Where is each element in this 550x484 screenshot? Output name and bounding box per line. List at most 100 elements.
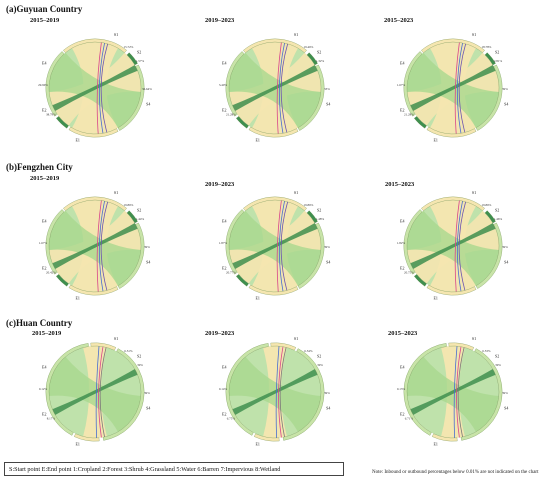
transfer-line — [95, 346, 100, 438]
node-label-e1: E1 — [433, 441, 437, 446]
transfer-line — [100, 201, 109, 291]
ring-segment — [45, 209, 65, 275]
legend-text: S:Start point E:End point 1:Cropland 2:F… — [9, 465, 281, 473]
ring-segment — [248, 284, 299, 296]
transfer-line — [280, 201, 289, 291]
ring-segment — [248, 126, 299, 138]
percentage-label: 2.81% — [494, 59, 503, 63]
node-label-s2: S2 — [317, 50, 321, 55]
transfer-line — [98, 346, 104, 438]
percentage-label: 1.48% — [316, 217, 325, 221]
percentage-label: 1.67% — [39, 241, 48, 245]
forest-ribbon — [410, 369, 496, 415]
ring-segment — [126, 210, 138, 224]
ring-segment — [68, 284, 119, 296]
forest-ribbon — [52, 65, 138, 111]
ring-segment — [421, 38, 485, 53]
grassland-ribbon — [407, 356, 499, 432]
percentage-label: 1.46% — [494, 217, 503, 221]
percentage-label: 0.12% — [39, 387, 48, 391]
grassland-ribbon — [407, 52, 499, 128]
node-label-e2: E2 — [400, 266, 404, 271]
node-label-e2: E2 — [222, 108, 226, 113]
ring-segment — [56, 116, 69, 129]
percentage-label: 6.51% — [124, 349, 133, 353]
ring-segment — [403, 343, 447, 436]
node-label-e1: E1 — [255, 137, 259, 142]
ring-segment — [254, 433, 280, 442]
percentage-label: 18.78% — [482, 45, 492, 49]
ring-segment — [225, 209, 245, 275]
node-label-s2: S2 — [137, 208, 141, 213]
node-label-s4: S4 — [504, 405, 508, 410]
ring-segment — [243, 196, 307, 211]
node-label-s1: S1 — [472, 190, 476, 195]
transfer-line — [278, 42, 285, 134]
node-label-s2: S2 — [495, 354, 499, 359]
ring-segment — [225, 51, 245, 117]
ring-segment — [45, 343, 89, 436]
section-title-c: (c)Huan Country — [6, 318, 73, 328]
node-label-s1: S1 — [294, 190, 298, 195]
transfer-line — [96, 200, 102, 292]
grassland-ribbon — [49, 356, 141, 432]
ring-segment — [414, 274, 427, 287]
percentage-label: 39% — [502, 87, 508, 91]
grassland-ribbon — [229, 356, 321, 432]
transfer-line — [453, 346, 458, 438]
ring-segment — [126, 52, 138, 66]
percentage-label: 21.28% — [404, 113, 414, 117]
forest-ribbon — [410, 65, 496, 111]
percentage-label: 21.28% — [226, 113, 236, 117]
node-label-e4: E4 — [222, 60, 226, 65]
ring-segment — [432, 433, 458, 442]
node-label-s4: S4 — [504, 101, 508, 106]
transfer-line — [456, 346, 462, 438]
percentage-label: 19.86% — [304, 203, 314, 207]
node-label-s1: S1 — [294, 32, 298, 37]
ring-segment — [306, 210, 318, 224]
node-label-e2: E2 — [400, 412, 404, 417]
ring-segment — [68, 126, 119, 138]
ring-segment — [426, 284, 477, 296]
ring-segment — [270, 342, 296, 351]
node-label-s4: S4 — [146, 259, 150, 264]
ring-segment — [282, 348, 325, 441]
percentage-label: 19.86% — [124, 203, 134, 207]
chord-diagram: S1 S2 S4 E1 E2 E4 6.53% 6.71% 39% 39% 0.13% — [378, 320, 528, 460]
percentage-label: 39% — [324, 245, 330, 249]
period-label: 2015–2023 — [384, 17, 414, 24]
percentage-label: 0.13% — [397, 387, 406, 391]
ring-segment — [56, 274, 69, 287]
period-label: 2015–2023 — [388, 330, 418, 337]
ring-segment — [460, 348, 503, 441]
node-label-s1: S1 — [472, 32, 476, 37]
node-label-s1: S1 — [114, 32, 118, 37]
transfer-line — [98, 42, 105, 134]
percentage-label: 38.79% — [46, 113, 56, 117]
transfer-line — [98, 200, 105, 292]
ring-segment — [63, 196, 127, 211]
transfer-line — [280, 43, 289, 133]
period-label: 2015–2023 — [385, 181, 415, 188]
node-label-s2: S2 — [137, 354, 141, 359]
ring-segment — [448, 342, 474, 351]
chord-diagram: S1 S2 S4 E1 E2 E4 19.46% 21.28% 33% 1.32% 3.40% — [200, 16, 350, 156]
percentage-label: 39% — [502, 245, 508, 249]
percentage-label: 39% — [144, 245, 150, 249]
percentage-label: 1.57% — [136, 59, 145, 63]
grassland-ribbon — [229, 210, 321, 286]
node-label-s2: S2 — [317, 208, 321, 213]
node-label-s1: S1 — [114, 190, 118, 195]
transfer-line — [276, 200, 282, 292]
section-title-a: (a)Guyuan Country — [6, 4, 83, 14]
node-label-e4: E4 — [400, 60, 404, 65]
forest-ribbon — [232, 223, 318, 269]
transfer-line — [278, 200, 285, 292]
node-label-s1: S1 — [114, 336, 118, 341]
percentage-label: 39% — [317, 363, 323, 367]
node-label-s2: S2 — [495, 50, 499, 55]
node-label-e1: E1 — [75, 295, 79, 300]
percentage-label: 36.64% — [142, 87, 152, 91]
node-label-e1: E1 — [75, 137, 79, 142]
